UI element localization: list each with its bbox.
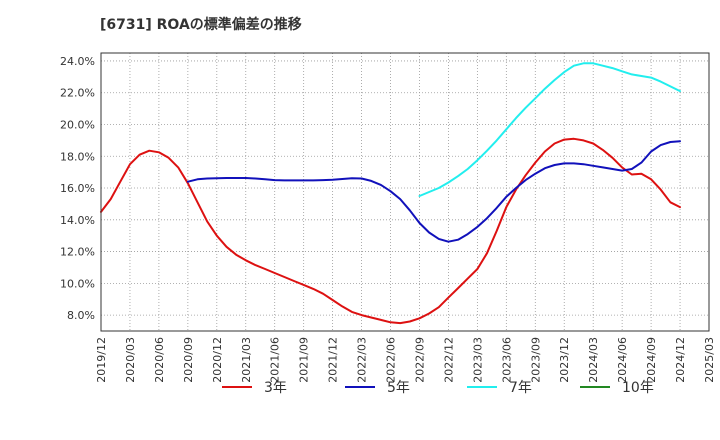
x-tick-label: 2020/03 (124, 337, 137, 383)
y-tick-label: 18.0% (60, 150, 95, 163)
x-tick-label: 2024/06 (616, 337, 629, 383)
legend-label: 3年 (264, 380, 287, 396)
x-tick-label: 2021/03 (240, 337, 253, 383)
y-tick-label: 22.0% (60, 87, 95, 100)
y-axis-ticks: 8.0% 10.0% 12.0% 14.0% 16.0% 18.0% 20.0% 22.0% 2… (60, 55, 95, 322)
y-tick-label: 24.0% (60, 55, 95, 68)
legend-label: 10年 (622, 380, 654, 396)
x-axis-ticks: 2019/12 2020/03 2020/06 2020/09 2020/12 2021/… (95, 337, 716, 383)
chart-title: [6731] ROAの標準偏差の推移 (100, 17, 302, 33)
x-tick-label: 2020/12 (211, 337, 224, 383)
x-tick-label: 2025/03 (703, 337, 716, 383)
x-tick-label: 2024/09 (645, 337, 658, 383)
y-tick-label: 14.0% (60, 214, 95, 227)
y-tick-label: 8.0% (67, 309, 95, 322)
x-tick-label: 2023/09 (529, 337, 542, 383)
plot-frame (100, 52, 710, 332)
y-tick-label: 16.0% (60, 182, 95, 195)
x-tick-label: 2024/12 (674, 337, 687, 383)
x-tick-label: 2022/12 (442, 337, 455, 383)
x-tick-label: 2020/09 (182, 337, 195, 383)
x-tick-label: 2021/06 (269, 337, 282, 383)
legend-label: 7年 (509, 380, 532, 396)
x-tick-label: 2019/12 (95, 337, 108, 383)
x-tick-label: 2022/06 (385, 337, 398, 383)
x-tick-label: 2022/09 (413, 337, 426, 383)
y-tick-label: 20.0% (60, 118, 95, 131)
series-lines (100, 62, 681, 325)
series-line-7年 (418, 62, 681, 197)
x-tick-label: 2021/09 (298, 337, 311, 383)
legend: 3年 5年 7年 10年 (222, 380, 654, 396)
series-line-3年 (100, 137, 681, 325)
x-tick-label: 2023/12 (558, 337, 571, 383)
series-line-5年 (186, 140, 681, 243)
x-tick-label: 2020/06 (153, 337, 166, 383)
x-tick-label: 2023/06 (500, 337, 513, 383)
legend-label: 5年 (387, 380, 410, 396)
x-tick-label: 2024/03 (587, 337, 600, 383)
x-tick-label: 2022/03 (356, 337, 369, 383)
x-tick-label: 2021/12 (327, 337, 340, 383)
x-tick-label: 2023/03 (471, 337, 484, 383)
y-tick-label: 10.0% (60, 277, 95, 290)
y-tick-label: 12.0% (60, 246, 95, 259)
